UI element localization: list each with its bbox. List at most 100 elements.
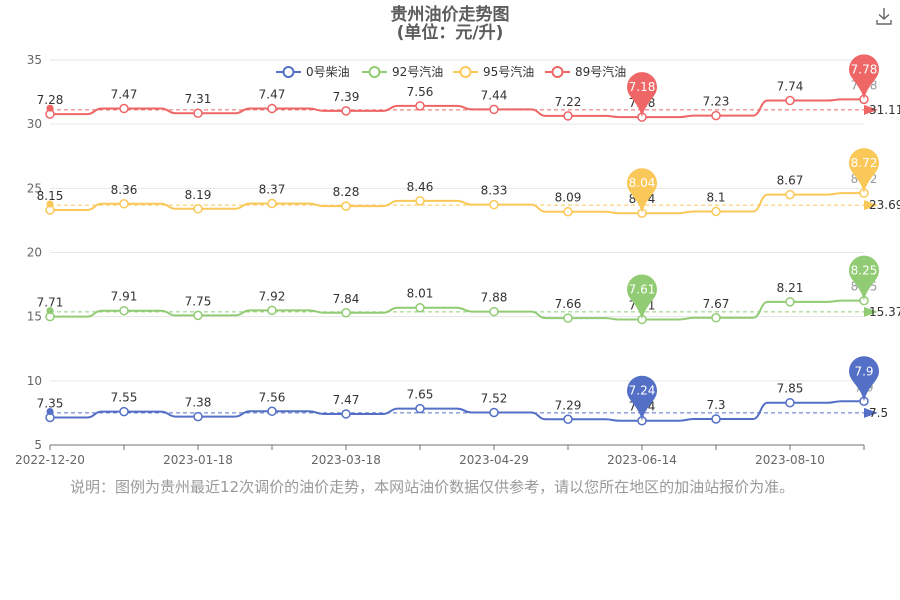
y-tick-label: 15 xyxy=(27,310,42,324)
series-layer: 7.5 7.35 7.55 7.38 7.56 7.47 7.65 7.52 7.29 7.24 7… xyxy=(37,54,900,426)
data-label: 7.44 xyxy=(481,88,508,102)
data-label: 7.22 xyxy=(555,95,582,109)
pin-label: 7.9 xyxy=(854,364,873,378)
start-marker xyxy=(46,307,54,315)
pin-marker xyxy=(849,356,879,402)
y-tick-label: 35 xyxy=(27,53,42,67)
data-point xyxy=(119,406,129,417)
chart-title: 贵州油价走势图 xyxy=(391,4,510,25)
data-label: 7.55 xyxy=(111,391,138,405)
x-tick-label: 2023-04-29 xyxy=(459,453,529,467)
average-label: 23.69 xyxy=(869,198,900,212)
data-label: 7.31 xyxy=(185,92,212,106)
data-point xyxy=(415,403,425,414)
y-tick-label: 25 xyxy=(27,181,42,195)
data-point xyxy=(119,199,129,209)
chart-subtitle: (单位：元/升) xyxy=(397,22,504,43)
legend-item[interactable]: 0号柴油 xyxy=(276,65,350,79)
data-point xyxy=(193,108,203,118)
average-arrow xyxy=(864,200,878,211)
average-arrow xyxy=(864,306,878,317)
data-label: 7.84 xyxy=(333,292,360,306)
series-0: 7.5 7.35 7.55 7.38 7.56 7.47 7.65 7.52 7.29 7.24 7… xyxy=(37,356,888,426)
data-label: 8.46 xyxy=(407,180,434,194)
data-point xyxy=(489,199,499,210)
data-point xyxy=(711,110,721,121)
data-point xyxy=(119,103,129,114)
data-point xyxy=(489,407,499,418)
axes: 5 10 15 20 25 30 35 2022-12-20 2023-01-18 2023-03… xyxy=(15,53,865,467)
y-tick-label: 30 xyxy=(27,117,42,131)
data-label: 7.75 xyxy=(185,294,212,308)
start-marker xyxy=(46,104,54,112)
data-point xyxy=(785,297,795,307)
pin-label: 7.78 xyxy=(851,62,878,76)
series-line xyxy=(50,299,864,321)
grid xyxy=(50,59,864,382)
legend-symbol xyxy=(282,66,295,78)
series-line xyxy=(50,400,864,422)
data-point xyxy=(415,101,425,111)
legend-label: 89号汽油 xyxy=(575,64,626,79)
data-label: 8.1 xyxy=(706,190,725,204)
data-label: 7.56 xyxy=(407,85,434,99)
start-marker xyxy=(46,407,54,415)
data-label: 7.47 xyxy=(333,393,360,407)
data-point xyxy=(785,189,795,200)
legend-label: 0号柴油 xyxy=(306,65,350,79)
data-label: 7.47 xyxy=(111,88,138,102)
data-label: 7.91 xyxy=(111,290,138,304)
pin-marker xyxy=(849,54,879,100)
data-point xyxy=(563,313,573,323)
data-point xyxy=(267,103,277,114)
pin-label: 7.18 xyxy=(629,80,656,94)
pin-label: 7.61 xyxy=(629,283,656,297)
data-point xyxy=(785,397,795,408)
data-label: 7.23 xyxy=(703,95,730,109)
data-label: 7.67 xyxy=(703,297,730,311)
data-label: 8.19 xyxy=(185,188,212,202)
data-label: 8.01 xyxy=(407,287,434,301)
x-tick-label: 2023-03-18 xyxy=(311,453,381,467)
data-point xyxy=(267,198,277,209)
data-label: 7.85 xyxy=(777,382,804,396)
start-marker xyxy=(46,200,54,208)
legend[interactable]: 0号柴油 92号汽油 95号汽油 89号汽油 xyxy=(276,64,626,79)
chart-note: 说明：图例为贵州最近12次调价的油价走势，本网站油价数据仅供参考，请以您所在地区… xyxy=(70,478,795,496)
data-label: 7.38 xyxy=(185,396,212,410)
pin-label: 7.24 xyxy=(629,384,656,398)
data-point xyxy=(711,414,721,424)
data-point xyxy=(711,313,721,323)
data-point xyxy=(489,104,499,115)
data-label: 7.29 xyxy=(555,398,582,412)
pin-marker xyxy=(627,375,657,421)
data-label: 7.92 xyxy=(259,289,286,303)
data-label: 7.3 xyxy=(706,398,725,412)
x-tick-label: 2023-01-18 xyxy=(163,453,233,467)
data-point xyxy=(415,302,425,313)
data-point xyxy=(341,409,351,419)
data-label: 7.52 xyxy=(481,391,508,405)
legend-item[interactable]: 89号汽油 xyxy=(545,64,626,79)
x-tick-label: 2023-08-10 xyxy=(755,453,825,467)
data-label: 7.56 xyxy=(259,390,286,404)
legend-item[interactable]: 92号汽油 xyxy=(362,64,443,79)
legend-label: 92号汽油 xyxy=(392,64,443,79)
average-label: 15.37 xyxy=(869,305,900,319)
series-line xyxy=(50,192,864,215)
data-label: 7.39 xyxy=(333,90,360,104)
legend-item[interactable]: 95号汽油 xyxy=(453,64,534,79)
legend-symbol xyxy=(551,66,564,78)
download-icon[interactable] xyxy=(874,6,894,26)
legend-label: 95号汽油 xyxy=(483,64,534,79)
data-point xyxy=(415,196,425,206)
pin-marker xyxy=(849,255,879,301)
data-point xyxy=(563,206,573,217)
average-label: 31.11 xyxy=(869,103,900,117)
data-label: 8.33 xyxy=(481,184,508,198)
x-tick-label: 2023-06-14 xyxy=(607,453,677,467)
data-point xyxy=(785,95,795,106)
series-2: 23.69 8.15 8.36 8.19 8.37 8.28 8.46 8.33 8.09 8.0… xyxy=(37,148,900,218)
pin-marker xyxy=(627,274,657,320)
data-label: 8.36 xyxy=(111,183,138,197)
